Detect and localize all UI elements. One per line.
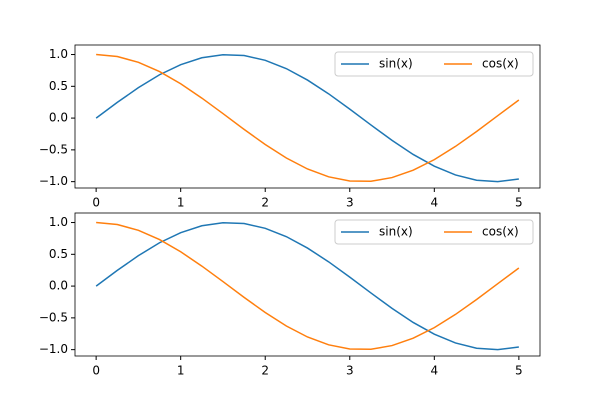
axes-frame (74, 44, 541, 189)
y-tick-label: 0.0 (49, 111, 68, 125)
line-series (95, 53, 519, 183)
legend-box (334, 219, 534, 245)
y-tick-label: 0.0 (49, 279, 68, 293)
x-tick-label: 1 (177, 196, 185, 210)
axes-frame (74, 212, 541, 357)
legend-label: cos(x) (482, 225, 519, 239)
x-tick-label: 4 (430, 364, 438, 378)
y-tick-label: 1.0 (49, 215, 68, 229)
x-tick-label: 2 (261, 196, 269, 210)
y-tick-label: 0.5 (49, 247, 68, 261)
y-tick-label: −1.0 (39, 174, 68, 188)
legend-label: sin(x) (379, 225, 413, 239)
line-series (96, 53, 520, 183)
y-tick-label: −0.5 (39, 142, 68, 156)
x-tick-label: 3 (346, 196, 354, 210)
y-tick-label: −0.5 (39, 310, 68, 324)
legend-box (334, 51, 534, 77)
y-tick-label: 0.5 (49, 79, 68, 93)
legend-label: cos(x) (482, 57, 519, 71)
y-tick-label: −1.0 (39, 342, 68, 356)
x-tick-label: 0 (92, 196, 100, 210)
x-tick-label: 5 (515, 196, 523, 210)
y-tick-label: 1.0 (49, 47, 68, 61)
line-series (96, 221, 520, 351)
legend-label: sin(x) (379, 57, 413, 71)
x-tick-label: 3 (346, 364, 354, 378)
x-tick-label: 2 (261, 364, 269, 378)
x-tick-label: 4 (430, 196, 438, 210)
x-tick-label: 5 (515, 364, 523, 378)
x-tick-label: 0 (92, 364, 100, 378)
line-series (95, 221, 519, 351)
x-tick-label: 1 (177, 364, 185, 378)
